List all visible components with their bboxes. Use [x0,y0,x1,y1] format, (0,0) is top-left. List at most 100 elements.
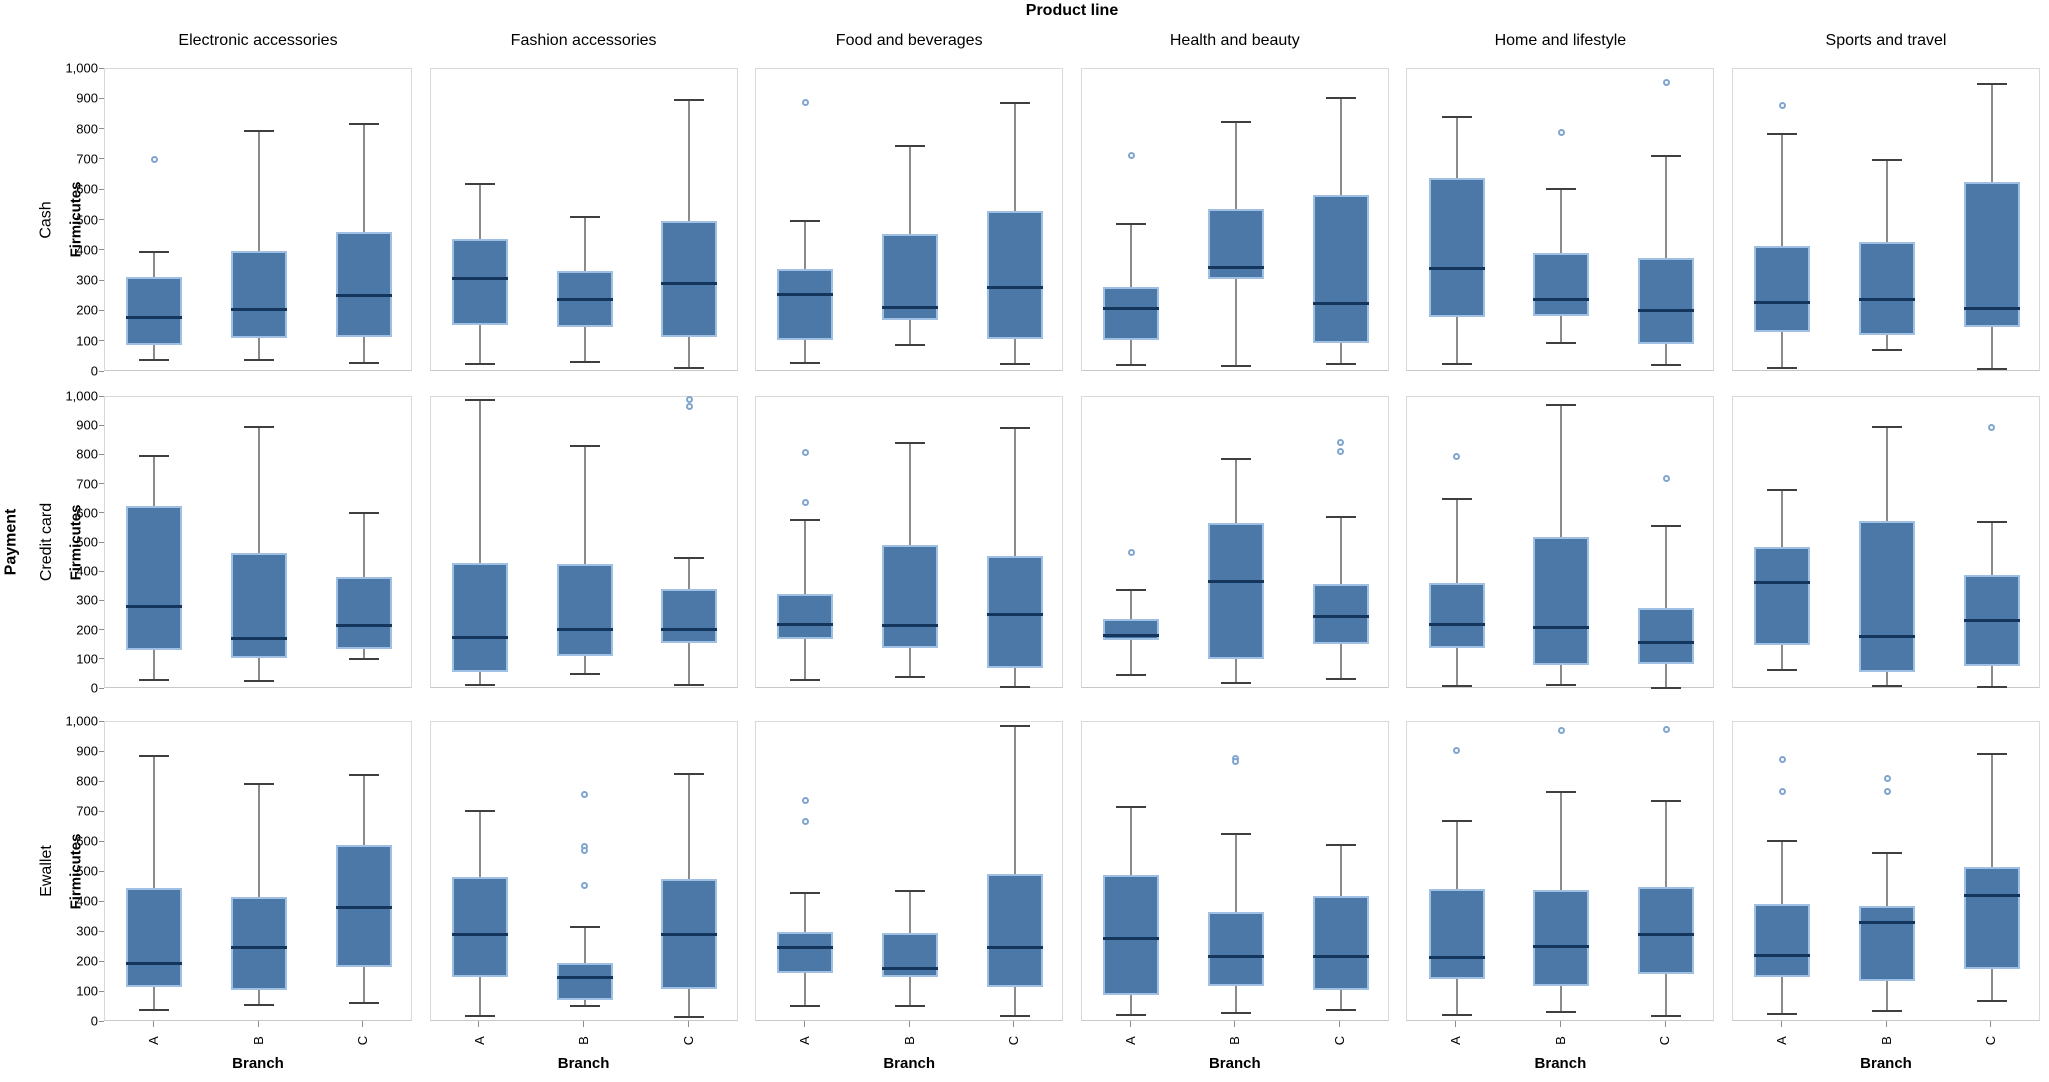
outlier-C-0 [1337,438,1345,446]
panel-credit-card-health-and-beauty [1080,396,1389,688]
panel-ewallet-sports-and-travel [1732,721,2040,1021]
xcat-label-3-B: B [1227,1035,1243,1045]
box-A [1428,178,1485,317]
ytick-mark-0-0 [99,370,104,372]
ytick-label-2-500: 500 [76,863,98,879]
ytick-label-0-900: 900 [76,90,98,106]
ytick-mark-1-100 [99,658,104,660]
whisker-cap-high-C [1976,82,2007,85]
whisker-cap-high-A [464,398,495,401]
whisker-cap-low-B [1872,348,1902,351]
whisker-cap-low-C [1976,999,2007,1002]
median-A [777,622,834,626]
whisker-cap-low-A [1116,1013,1147,1016]
whisker-cap-high-B [895,144,926,147]
ytick-label-1-600: 600 [76,505,98,521]
ytick-mark-2-200 [99,960,104,962]
outlier-B-0 [581,791,589,799]
box-C [986,556,1043,668]
xcat-label-1-A: A [471,1035,487,1045]
ytick-label-1-300: 300 [76,592,98,608]
median-A [1428,266,1485,270]
whisker-cap-high-A [139,754,170,757]
box-B [556,564,613,656]
box-C [1312,195,1369,343]
column-title-fashion-accessories: Fashion accessories [510,32,657,49]
ytick-label-2-300: 300 [76,923,98,939]
ytick-label-1-1000: 1,000 [65,388,98,404]
median-A [1103,633,1160,637]
whisker-cap-high-C [348,122,379,125]
whisker-cap-low-C [999,1014,1030,1017]
ytick-mark-2-800 [99,780,104,782]
xtick-mark-3-C [1339,1021,1341,1027]
box-A [451,877,508,978]
ytick-mark-0-200 [99,309,104,311]
outlier-B-0 [1557,128,1565,136]
outlier-A-0 [1453,453,1461,461]
box-B [231,553,287,659]
whisker-cap-high-A [1116,589,1147,591]
xcat-label-4-C: C [1657,1035,1673,1045]
median-C [1963,618,2020,622]
box-A [451,239,508,326]
whisker-cap-low-A [464,684,495,687]
whisker-cap-high-C [999,101,1030,104]
xtick-mark-5-B [1885,1021,1887,1027]
median-B [556,627,613,631]
box-A [126,887,183,988]
box-C [1312,584,1369,645]
outlier-C-0 [1662,474,1670,482]
whisker-cap-high-A [790,892,821,894]
median-C [661,627,718,631]
outlier-B-1 [1883,788,1891,796]
ytick-label-1-500: 500 [76,534,98,550]
outlier-A-0 [150,156,158,164]
box-A [1428,583,1485,648]
whisker-cap-low-B [1220,365,1251,368]
whisker-cap-low-A [790,678,821,681]
ytick-label-2-1000: 1,000 [65,713,98,729]
whisker-cap-high-C [674,98,705,101]
median-C [1312,954,1369,958]
whisker-cap-low-A [1767,1012,1798,1015]
column-title-electronic-accessories: Electronic accessories [178,32,338,49]
whisker-cap-high-A [139,251,170,254]
median-A [451,636,508,640]
whisker-cap-high-B [1872,158,1902,161]
payment-axis-label: Payment [2,508,20,576]
whisker-cap-low-A [1116,674,1147,677]
ytick-label-0-200: 200 [76,302,98,318]
xcat-label-wrap-1-B: B [573,1029,595,1051]
ytick-mark-0-600 [99,188,104,190]
x-axis-title-5: Branch [1860,1055,1912,1072]
whisker-cap-high-B [1872,426,1902,429]
ytick-mark-1-300 [99,599,104,601]
median-B [1207,580,1264,584]
whisker-cap-low-A [139,1009,170,1011]
whisker-cap-high-C [1325,843,1356,846]
ytick-mark-2-700 [99,810,104,812]
whisker-cap-high-A [1441,115,1472,118]
panel-cash-sports-and-travel [1732,68,2040,371]
whisker-cap-high-C [1976,752,2007,755]
box-B [1533,252,1590,317]
whisker-cap-low-B [569,673,600,676]
outlier-A-0 [1778,101,1786,109]
median-B [1207,954,1264,958]
whisker-stem-C [1665,526,1668,688]
whisker-cap-low-C [999,685,1030,688]
median-A [451,277,508,281]
xcat-label-5-C: C [1983,1035,1999,1045]
median-C [335,624,392,628]
figure-title: Product line [1025,2,1119,19]
outlier-C-1 [1337,447,1345,455]
xtick-mark-1-A [478,1021,480,1027]
xtick-mark-2-B [908,1021,910,1027]
panel-credit-card-home-and-lifestyle [1406,396,1715,689]
whisker-cap-high-A [1441,820,1472,823]
box-B [1859,242,1915,336]
whisker-cap-high-A [1767,488,1798,491]
whisker-cap-high-B [1546,403,1577,406]
